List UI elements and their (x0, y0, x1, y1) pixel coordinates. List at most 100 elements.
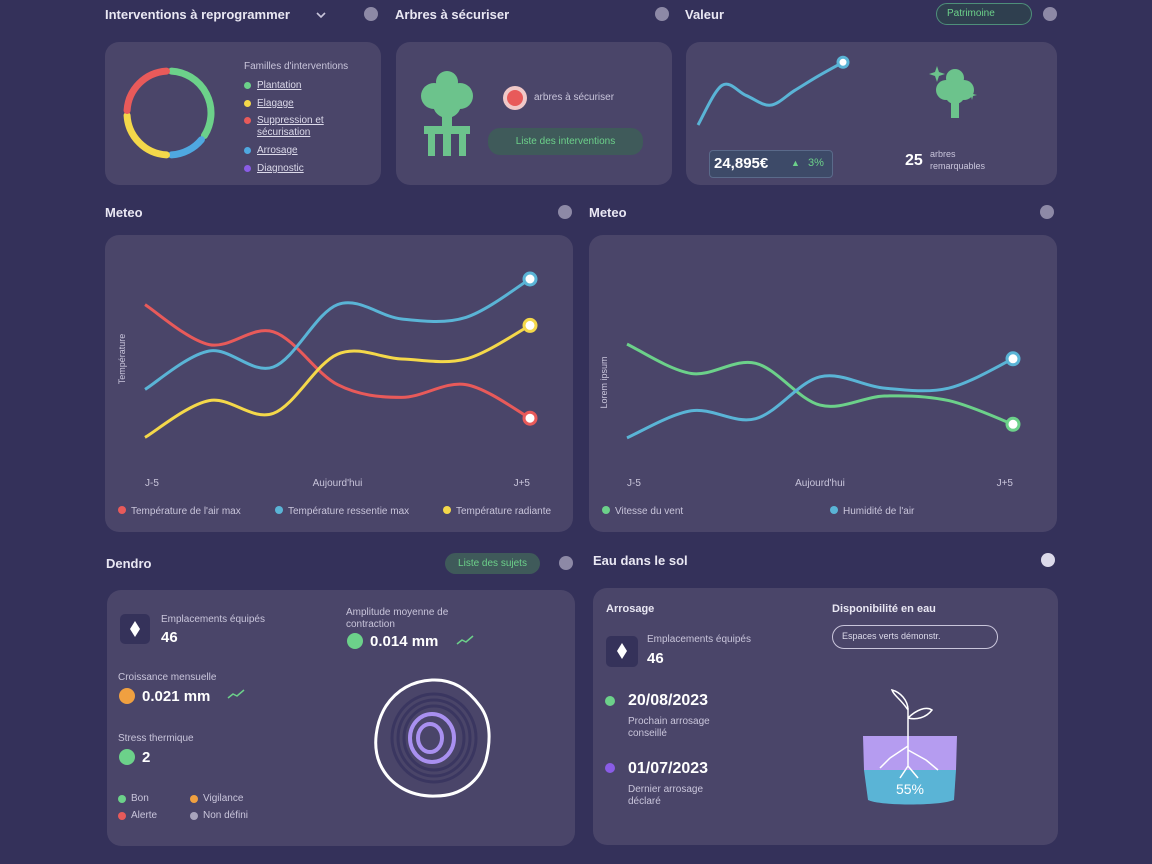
line-series (626, 342, 1014, 426)
x-tick-label: J+5 (997, 478, 1014, 489)
legend-label: Bon (131, 793, 149, 804)
chip-label: Espaces verts démonstr. (842, 631, 941, 641)
info-icon[interactable] (1040, 205, 1054, 219)
button[interactable]: Liste des interventions (488, 128, 643, 155)
x-tick-label: J-5 (145, 478, 159, 489)
status-dot (605, 763, 615, 773)
label: Dernier arrosage déclaré (628, 784, 704, 807)
tree-ring-icon (374, 678, 491, 798)
sensor-icon (120, 614, 150, 644)
trend-icon (456, 635, 474, 645)
legend-dot (602, 506, 610, 514)
legend-label: Diagnostic (257, 163, 304, 174)
label: Croissance mensuelle (118, 672, 217, 683)
x-tick-label: J+5 (514, 478, 531, 489)
legend-label: Non défini (203, 810, 249, 821)
tree-icon (421, 71, 473, 156)
caret[interactable] (316, 11, 326, 19)
card (589, 235, 1057, 532)
card (105, 235, 573, 532)
status-dot (347, 633, 363, 649)
value-box (709, 150, 833, 178)
status-dot (119, 749, 135, 765)
card (105, 42, 381, 185)
legend-dot (244, 100, 251, 107)
value: 46 (161, 629, 178, 646)
end-marker (1005, 351, 1021, 367)
legend-dot (244, 117, 251, 124)
subtitle: Disponibilité en eau (832, 603, 936, 615)
label: Stress thermique (118, 733, 194, 744)
info-icon[interactable] (558, 205, 572, 219)
donut-chart (123, 67, 215, 159)
donut-segment (123, 112, 170, 159)
filter-chip[interactable]: Espaces verts démonstr. (832, 625, 998, 649)
end-marker (522, 410, 538, 426)
info-icon[interactable] (559, 556, 573, 570)
section-title: Meteo (105, 205, 143, 220)
legend-label: Température de l'air max (131, 506, 241, 517)
label: Emplacements équipés (647, 634, 751, 645)
section-title: Arbres à sécuriser (395, 7, 510, 22)
line-chart: Température J-5 Aujourd'hui J+5 Température … (117, 271, 551, 517)
legend-title: Familles d'interventions (244, 61, 349, 72)
info-icon[interactable] (364, 7, 378, 21)
end-marker (1005, 416, 1021, 432)
legend-dot (190, 795, 198, 803)
section-title: Valeur (685, 7, 725, 22)
info-icon[interactable] (1043, 7, 1057, 21)
legend-dot (190, 812, 198, 820)
status-dot (605, 696, 615, 706)
info-icon[interactable] (655, 7, 669, 21)
line-chart: Lorem ipsum J-5 Aujourd'hui J+5 Vitesse du v… (599, 342, 1021, 517)
dropdown[interactable]: Patrimoine (936, 3, 1032, 25)
line-series (626, 357, 1014, 440)
line-series (144, 324, 531, 439)
date: 01/07/2023 (628, 760, 709, 777)
button[interactable]: Liste des sujets (445, 553, 540, 574)
legend-dot (830, 506, 838, 514)
end-marker (522, 271, 538, 287)
legend-dot (443, 506, 451, 514)
label: Prochain arrosage conseillé (628, 716, 710, 739)
line-series (144, 277, 531, 391)
legend-label: Plantation (257, 80, 302, 91)
legend-dot (118, 812, 126, 820)
legend-label: Suppression et sécurisation (257, 115, 324, 138)
x-tick-label: Aujourd'hui (795, 478, 845, 489)
end-marker (522, 317, 538, 333)
sensor-glyph (617, 643, 627, 659)
alert-icon (503, 86, 527, 110)
date: 20/08/2023 (628, 692, 709, 709)
label: Emplacements équipés (161, 614, 265, 625)
line-series (696, 60, 844, 126)
legend-label: Elagage (257, 98, 294, 109)
section-title: Eau dans le sol (593, 553, 688, 568)
legend-dot (244, 165, 251, 172)
count: 25 (905, 152, 923, 169)
y-axis-label: Lorem ipsum (599, 356, 609, 408)
subtitle: Arrosage (606, 603, 655, 615)
value: 0.021 mm (142, 688, 211, 705)
info-icon[interactable] (1041, 553, 1055, 567)
section-title: Interventions à reprogrammer (105, 7, 290, 22)
line-series (144, 303, 531, 420)
status-dot (119, 688, 135, 704)
tree-icon (929, 66, 977, 118)
legend-dot (118, 795, 126, 803)
legend-dot (244, 82, 251, 89)
dropdown-label: Patrimoine (947, 8, 995, 19)
card (107, 590, 575, 846)
donut-segment (123, 67, 170, 114)
donut-segment (168, 67, 215, 140)
legend-label: Température ressentie max (288, 506, 409, 517)
sparkline (696, 55, 850, 126)
section-title: Dendro (106, 556, 152, 571)
availability-value: 55% (895, 781, 925, 797)
x-tick-label: J-5 (627, 478, 641, 489)
legend-dot (244, 147, 251, 154)
legend-label: Humidité de l'air (843, 506, 915, 517)
button-label: Liste des interventions (515, 136, 616, 147)
sensor-icon (606, 636, 638, 667)
